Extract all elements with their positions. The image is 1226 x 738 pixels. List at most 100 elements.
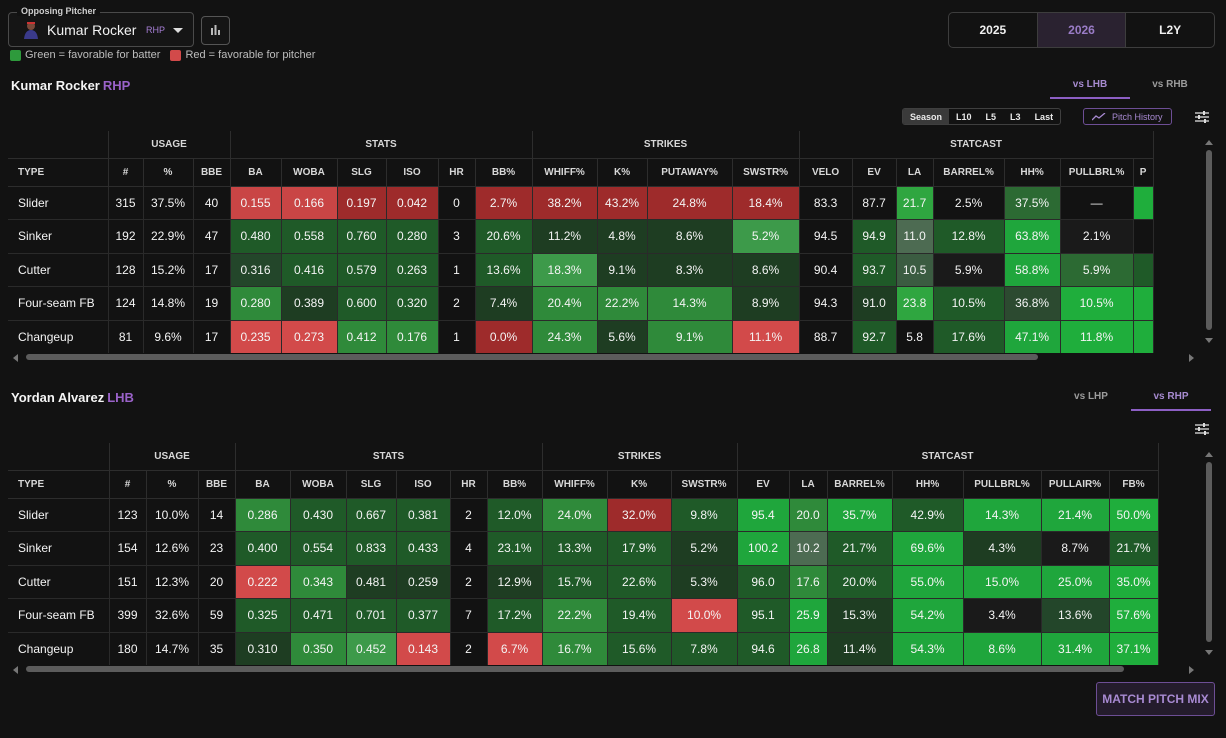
pitcher-select[interactable]: Opposing Pitcher Kumar Rocker RHP: [8, 6, 194, 47]
scroll-left-icon[interactable]: [13, 666, 18, 674]
legend-green-item: Green = favorable for batter: [10, 49, 160, 61]
scroll-down-icon[interactable]: [1205, 338, 1213, 343]
pitcher-table-viewport[interactable]: USAGE STATS STRIKES STATCAST TYPE #% BBE BA WOBA…: [8, 131, 1200, 353]
cell-ba: 0.325: [235, 598, 291, 632]
vertical-scrollbar[interactable]: [1206, 462, 1212, 642]
table-row[interactable]: Sinker 154 12.6% 23 0.400 0.554 0.833 0.433 4 23.…: [8, 531, 1159, 565]
window-option-last[interactable]: Last: [1034, 111, 1054, 122]
column-header-putaway-pct[interactable]: PUTAWAY%: [647, 158, 733, 187]
scroll-down-icon[interactable]: [1205, 650, 1213, 655]
column-header-count[interactable]: #: [108, 158, 144, 187]
column-header-k-pct[interactable]: K%: [607, 470, 672, 499]
column-header-bbe[interactable]: BBE: [198, 470, 236, 499]
column-header-slg[interactable]: SLG: [337, 158, 387, 187]
tab-vs-rhp[interactable]: vs RHP: [1131, 391, 1211, 411]
season-option-2025[interactable]: 2025: [949, 13, 1038, 47]
cell-pullair-pct: 8.7%: [1041, 531, 1110, 565]
cell-woba: 0.389: [281, 286, 338, 320]
pitcher-name: Kumar Rocker: [47, 22, 137, 38]
horizontal-scrollbar[interactable]: [26, 354, 1038, 360]
window-option-l5[interactable]: L5: [985, 111, 997, 122]
scroll-right-icon[interactable]: [1189, 666, 1194, 674]
column-header-iso[interactable]: ISO: [396, 470, 451, 499]
column-header-barrel-pct[interactable]: BARREL%: [827, 470, 893, 499]
column-header-ev[interactable]: EV: [737, 470, 790, 499]
table-row[interactable]: Sinker 192 22.9% 47 0.480 0.558 0.760 0.280 3 20.…: [8, 219, 1154, 253]
column-header-pullbrl-pct[interactable]: PULLBRL%: [963, 470, 1042, 499]
group-header-stats: STATS: [230, 131, 533, 159]
column-header-velo[interactable]: VELO: [799, 158, 853, 187]
column-header-whiff-pct[interactable]: WHIFF%: [542, 470, 608, 499]
scroll-up-icon[interactable]: [1205, 452, 1213, 457]
chevron-down-icon[interactable]: [173, 28, 183, 33]
pitch-history-button[interactable]: Pitch History: [1083, 108, 1172, 125]
column-header-fb-pct[interactable]: FB%: [1109, 470, 1159, 499]
cell-la: 10.2: [789, 531, 828, 565]
cell-bb-pct: 7.4%: [475, 286, 533, 320]
horizontal-scrollbar[interactable]: [26, 666, 1124, 672]
column-header-type[interactable]: TYPE: [8, 158, 109, 187]
table-row[interactable]: Changeup 180 14.7% 35 0.310 0.350 0.452 0.143 2 6…: [8, 631, 1159, 665]
scroll-right-icon[interactable]: [1189, 354, 1194, 362]
cell-fb-pct: 57.6%: [1109, 598, 1159, 632]
table-row[interactable]: Slider 315 37.5% 40 0.155 0.166 0.197 0.042 0 2.7…: [8, 185, 1154, 220]
cell-iso: 0.377: [396, 598, 451, 632]
column-header-hr[interactable]: HR: [450, 470, 488, 499]
match-pitch-mix-button[interactable]: MATCH PITCH MIX: [1096, 682, 1215, 716]
cell-pct: 12.6%: [146, 531, 199, 565]
column-header-ba[interactable]: BA: [230, 158, 282, 187]
tab-vs-lhb[interactable]: vs LHB: [1050, 79, 1130, 99]
column-header-barrel-pct[interactable]: BARREL%: [933, 158, 1005, 187]
window-option-l10[interactable]: L10: [956, 111, 972, 122]
table-row[interactable]: Four-seam FB 124 14.8% 19 0.280 0.389 0.600 0.3…: [8, 286, 1154, 320]
column-header-hh-pct[interactable]: HH%: [1004, 158, 1061, 187]
column-header-bb-pct[interactable]: BB%: [487, 470, 543, 499]
column-header-swstr-pct[interactable]: SWSTR%: [732, 158, 800, 187]
column-header-pct[interactable]: %: [143, 158, 194, 187]
column-header-woba[interactable]: WOBA: [290, 470, 347, 499]
column-header-type[interactable]: TYPE: [8, 470, 110, 499]
cell-la: 17.6: [789, 564, 828, 599]
table-row[interactable]: Slider 123 10.0% 14 0.286 0.430 0.667 0.381 2 12.…: [8, 497, 1159, 532]
cell-ev: 91.0: [852, 286, 897, 320]
window-option-season[interactable]: Season: [903, 109, 950, 124]
chart-button[interactable]: [201, 16, 230, 45]
table-row[interactable]: Cutter 128 15.2% 17 0.316 0.416 0.579 0.263 1 13.…: [8, 252, 1154, 287]
settings-sliders-icon[interactable]: [1195, 110, 1209, 124]
column-header-pct[interactable]: %: [146, 470, 199, 499]
column-header-la[interactable]: LA: [789, 470, 828, 499]
column-header-p[interactable]: P: [1133, 158, 1154, 187]
legend-green-swatch: [10, 49, 21, 61]
column-header-pullbrl-pct[interactable]: PULLBRL%: [1060, 158, 1134, 187]
season-option-2026[interactable]: 2026: [1037, 13, 1127, 47]
column-header-k-pct[interactable]: K%: [597, 158, 648, 187]
column-header-bbe[interactable]: BBE: [193, 158, 231, 187]
cell-ba: 0.310: [235, 631, 291, 665]
season-option-l2y[interactable]: L2Y: [1159, 23, 1182, 37]
column-header-ev[interactable]: EV: [852, 158, 897, 187]
window-option-l3[interactable]: L3: [1010, 111, 1021, 122]
batter-table-viewport[interactable]: USAGE STATS STRIKES STATCAST TYPE #% BBE BA WOBA…: [8, 443, 1200, 665]
column-header-swstr-pct[interactable]: SWSTR%: [671, 470, 738, 499]
tab-vs-rhb[interactable]: vs RHB: [1152, 79, 1188, 90]
cell-count: 81: [108, 319, 144, 353]
scroll-left-icon[interactable]: [13, 354, 18, 362]
table-row[interactable]: Cutter 151 12.3% 20 0.222 0.343 0.481 0.259 2 12.…: [8, 564, 1159, 599]
column-header-pullair-pct[interactable]: PULLAIR%: [1041, 470, 1110, 499]
column-header-iso[interactable]: ISO: [386, 158, 439, 187]
column-header-la[interactable]: LA: [896, 158, 934, 187]
scroll-up-icon[interactable]: [1205, 140, 1213, 145]
column-header-hr[interactable]: HR: [438, 158, 476, 187]
column-header-ba[interactable]: BA: [235, 470, 291, 499]
tab-vs-lhp[interactable]: vs LHP: [1074, 391, 1108, 402]
vertical-scrollbar[interactable]: [1206, 150, 1212, 330]
table-row[interactable]: Four-seam FB 399 32.6% 59 0.325 0.471 0.701 0.3…: [8, 598, 1159, 632]
table-row[interactable]: Changeup 81 9.6% 17 0.235 0.273 0.412 0.176 1 0.0…: [8, 319, 1154, 353]
column-header-bb-pct[interactable]: BB%: [475, 158, 533, 187]
column-header-whiff-pct[interactable]: WHIFF%: [532, 158, 598, 187]
column-header-slg[interactable]: SLG: [346, 470, 397, 499]
column-header-hh-pct[interactable]: HH%: [892, 470, 964, 499]
settings-sliders-icon[interactable]: [1195, 422, 1209, 436]
column-header-count[interactable]: #: [109, 470, 147, 499]
column-header-woba[interactable]: WOBA: [281, 158, 338, 187]
